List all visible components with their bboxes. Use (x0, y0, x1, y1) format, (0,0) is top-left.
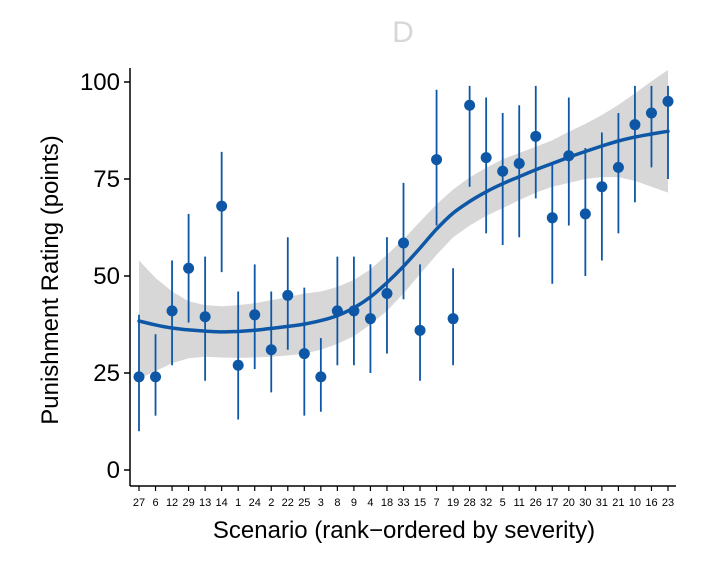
data-point (612, 161, 624, 173)
data-point (133, 371, 145, 383)
data-points (133, 95, 674, 383)
x-tick-label: 32 (480, 497, 492, 509)
data-point (249, 309, 261, 321)
data-point (596, 181, 608, 193)
data-point (183, 262, 195, 274)
x-tick-label: 7 (434, 497, 440, 509)
y-tick-label: 75 (93, 166, 120, 193)
x-tick-label: 9 (351, 497, 357, 509)
data-point (464, 99, 476, 111)
x-tick-label: 18 (381, 497, 393, 509)
x-tick-label: 23 (662, 497, 674, 509)
data-point (645, 107, 657, 119)
data-point (298, 348, 310, 360)
x-tick-label: 25 (298, 497, 310, 509)
y-tick-label: 25 (93, 360, 120, 387)
x-tick-label: 15 (414, 497, 426, 509)
y-tick-label: 100 (80, 69, 120, 96)
x-tick-label: 16 (645, 497, 657, 509)
data-point (414, 324, 426, 336)
data-point (579, 208, 591, 220)
x-tick-label: 10 (629, 497, 641, 509)
data-point (530, 130, 542, 142)
data-point (232, 359, 244, 371)
smooth-fit-line (137, 129, 670, 334)
x-tick-label: 4 (367, 497, 373, 509)
data-point (199, 311, 211, 323)
x-tick-label: 1 (235, 497, 241, 509)
x-tick-label: 17 (546, 497, 558, 509)
x-tick-label: 2 (268, 497, 274, 509)
x-tick-label: 6 (152, 497, 158, 509)
plot-area (133, 70, 674, 432)
data-point (364, 313, 376, 325)
data-point (265, 344, 277, 356)
data-point (431, 154, 443, 166)
data-point (629, 119, 641, 131)
x-tick-label: 31 (596, 497, 608, 509)
y-axis: 0 25 50 75 100 (80, 68, 131, 486)
x-tick-label: 3 (318, 497, 324, 509)
x-tick-label: 12 (166, 497, 178, 509)
data-point (662, 95, 674, 107)
x-tick-label: 5 (500, 497, 506, 509)
x-tick-label: 24 (249, 497, 261, 509)
x-tick-label: 22 (282, 497, 294, 509)
data-point (315, 371, 327, 383)
y-ticks: 0 25 50 75 100 (80, 69, 130, 484)
x-tick-label: 26 (530, 497, 542, 509)
data-point (546, 212, 558, 224)
x-tick-label: 19 (447, 497, 459, 509)
x-tick-label: 14 (216, 497, 228, 509)
data-point (150, 371, 162, 383)
y-axis-title: Punishment Rating (points) (37, 135, 64, 424)
x-tick-label: 30 (579, 497, 591, 509)
data-point (398, 237, 409, 249)
data-point (447, 313, 459, 325)
data-point (381, 287, 393, 299)
y-tick-label: 0 (107, 457, 120, 484)
x-axis-title: Scenario (rank−ordered by severity) (213, 517, 595, 544)
x-tick-label: 11 (514, 497, 525, 509)
data-point (166, 305, 178, 317)
x-tick-label: 13 (199, 497, 211, 509)
x-axis: 27 6 12 29 13 14 1 24 2 22 25 3 8 9 4 18 33 15 7 19 28 32 5 11 2… (130, 485, 676, 509)
y-tick-label: 50 (93, 263, 120, 290)
x-ticks: 27 6 12 29 13 14 1 24 2 22 25 3 8 9 4 18 33 15 7 19 28 32 5 11 2… (133, 486, 674, 509)
data-point (497, 165, 509, 177)
x-tick-label: 27 (133, 497, 145, 509)
x-tick-label: 33 (397, 497, 409, 509)
x-tick-label: 8 (334, 497, 340, 509)
panel-label: D (392, 16, 414, 49)
data-point (480, 152, 492, 164)
data-point (513, 157, 525, 169)
x-tick-label: 20 (563, 497, 575, 509)
x-tick-label: 29 (182, 497, 194, 509)
data-point (216, 200, 228, 212)
data-point (282, 289, 294, 301)
x-tick-label: 28 (464, 497, 476, 509)
x-tick-label: 21 (612, 497, 624, 509)
